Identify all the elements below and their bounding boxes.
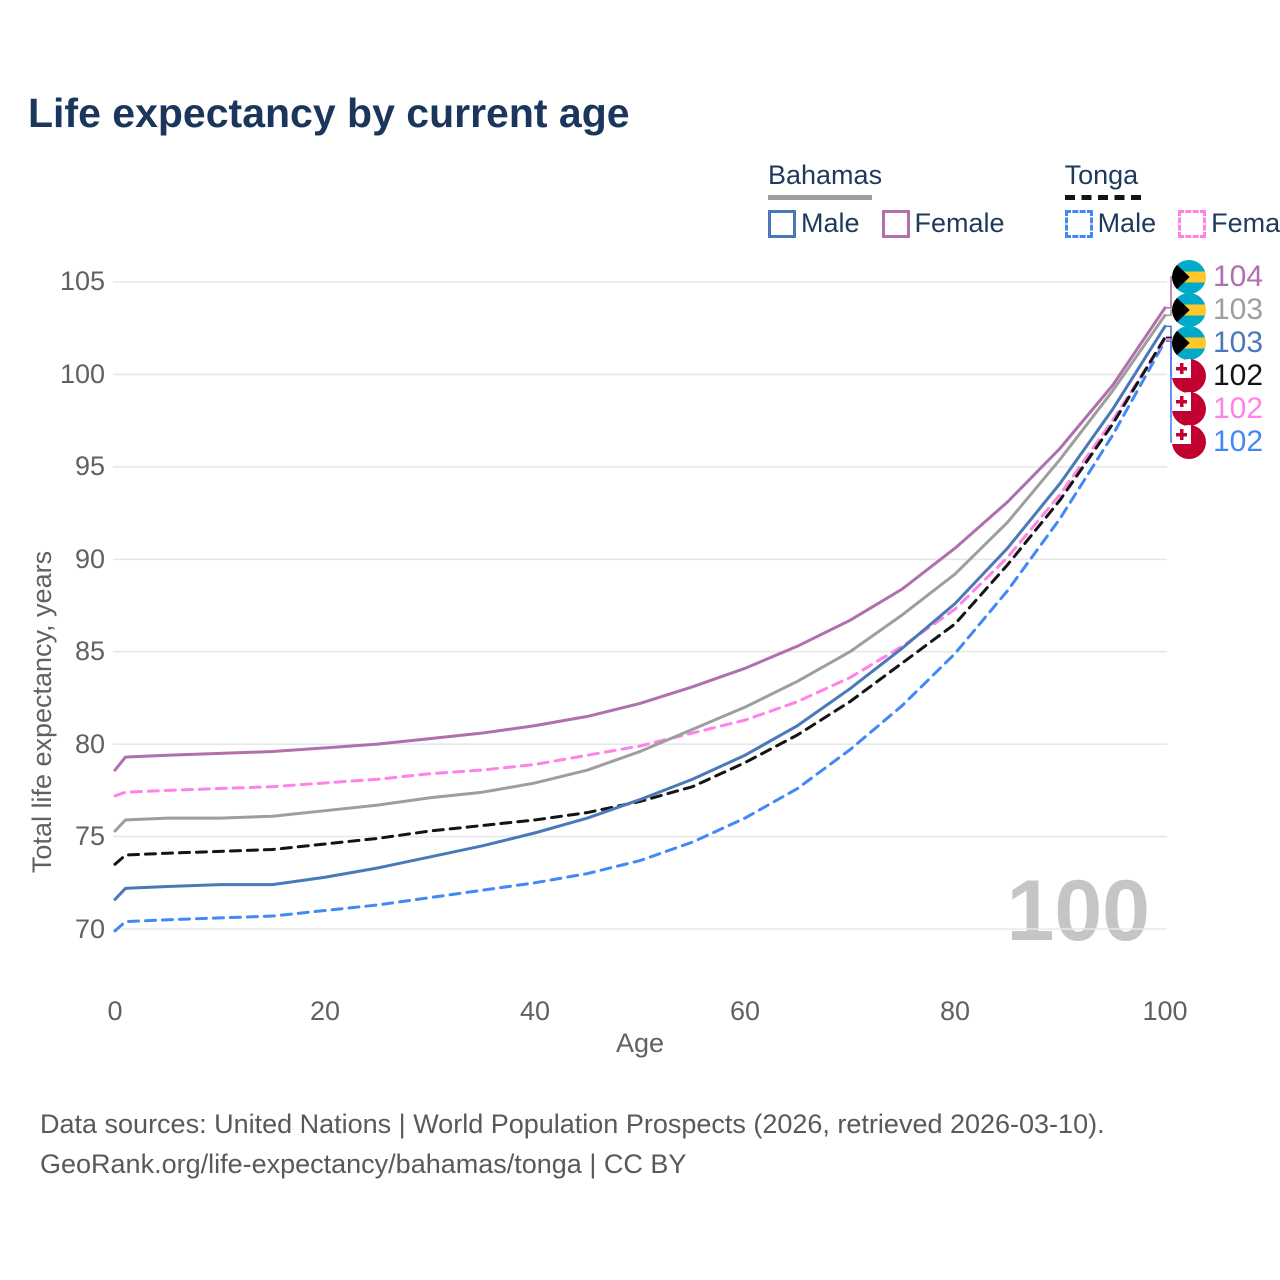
series-line-bahamas-male bbox=[113, 324, 1167, 901]
end-label-bahamas-total: 103 bbox=[1172, 292, 1263, 328]
x-tick-20: 20 bbox=[309, 996, 341, 1026]
x-tick-40: 40 bbox=[519, 996, 551, 1026]
legend-item-bahamas-female[interactable]: Female bbox=[881, 208, 1005, 239]
x-axis-label: Age bbox=[615, 1028, 665, 1058]
legend-country-bahamas[interactable]: Bahamas bbox=[768, 160, 883, 190]
y-tick-80: 80 bbox=[74, 729, 105, 759]
bahamas-flag-icon bbox=[1172, 260, 1206, 294]
bahamas-flag-icon bbox=[1172, 293, 1206, 327]
footer-line-2: GeoRank.org/life-expectancy/bahamas/tong… bbox=[40, 1149, 687, 1179]
tonga-dashed-line-swatch bbox=[1064, 195, 1141, 200]
y-tick-85: 85 bbox=[74, 636, 105, 666]
y-axis-label: Total life expectancy, years bbox=[27, 550, 57, 874]
legend-label: Female bbox=[914, 208, 1005, 238]
x-tick-100: 100 bbox=[1142, 996, 1188, 1026]
chart-legend: Bahamas Male Female Tonga Male bbox=[768, 160, 1280, 239]
end-value: 102 bbox=[1213, 425, 1264, 458]
legend-label: Female bbox=[1211, 208, 1280, 238]
end-value: 103 bbox=[1213, 326, 1264, 359]
series-line-tonga-male bbox=[113, 339, 1167, 933]
legend-label: Male bbox=[1097, 208, 1157, 238]
end-label-tonga-male: 102 bbox=[1172, 424, 1263, 460]
tonga-flag-icon bbox=[1172, 392, 1206, 426]
end-value: 103 bbox=[1213, 293, 1264, 326]
series-line-tonga-female bbox=[113, 337, 1167, 798]
series-line-bahamas bbox=[113, 313, 1167, 833]
tonga-female-swatch bbox=[1178, 209, 1207, 238]
y-tick-95: 95 bbox=[74, 451, 105, 481]
end-value: 102 bbox=[1213, 359, 1264, 392]
end-value: 102 bbox=[1213, 392, 1264, 425]
x-tick-0: 0 bbox=[107, 996, 123, 1026]
legend-item-bahamas-male[interactable]: Male bbox=[768, 208, 860, 239]
legend-group-tonga: Tonga Male Female bbox=[1064, 160, 1280, 239]
end-label-bahamas-male: 103 bbox=[1172, 325, 1263, 361]
series-line-bahamas-female bbox=[113, 306, 1167, 772]
end-label-tonga-total: 102 bbox=[1172, 358, 1263, 394]
bahamas-solid-line-swatch bbox=[768, 195, 872, 200]
y-tick-100: 100 bbox=[59, 359, 105, 389]
page-title: Life expectancy by current age bbox=[28, 90, 630, 136]
legend-group-bahamas: Bahamas Male Female bbox=[768, 160, 1005, 239]
end-label-tonga-female: 102 bbox=[1172, 391, 1263, 427]
footer-line-1: Data sources: United Nations | World Pop… bbox=[40, 1109, 1105, 1139]
data-sources-footer: Data sources: United Nations | World Pop… bbox=[40, 1104, 1105, 1184]
legend-item-tonga-female[interactable]: Female bbox=[1178, 208, 1280, 239]
y-tick-70: 70 bbox=[74, 914, 105, 944]
y-tick-105: 105 bbox=[59, 266, 105, 296]
end-value: 104 bbox=[1213, 260, 1264, 293]
y-tick-90: 90 bbox=[74, 544, 105, 574]
legend-label: Male bbox=[801, 208, 860, 238]
age-watermark: 100 bbox=[1006, 863, 1151, 959]
tonga-flag-icon bbox=[1172, 425, 1206, 459]
bahamas-male-swatch bbox=[768, 209, 796, 238]
x-tick-80: 80 bbox=[939, 996, 971, 1026]
y-tick-75: 75 bbox=[74, 821, 105, 851]
tonga-flag-icon bbox=[1172, 359, 1206, 393]
tonga-male-swatch bbox=[1064, 209, 1093, 238]
legend-country-tonga[interactable]: Tonga bbox=[1064, 160, 1139, 190]
series-line-tonga bbox=[113, 335, 1167, 866]
legend-item-tonga-male[interactable]: Male bbox=[1064, 208, 1157, 239]
end-label-bahamas-female: 104 bbox=[1172, 259, 1263, 295]
x-tick-60: 60 bbox=[729, 996, 761, 1026]
bahamas-female-swatch bbox=[881, 209, 910, 238]
bahamas-flag-icon bbox=[1172, 326, 1206, 360]
